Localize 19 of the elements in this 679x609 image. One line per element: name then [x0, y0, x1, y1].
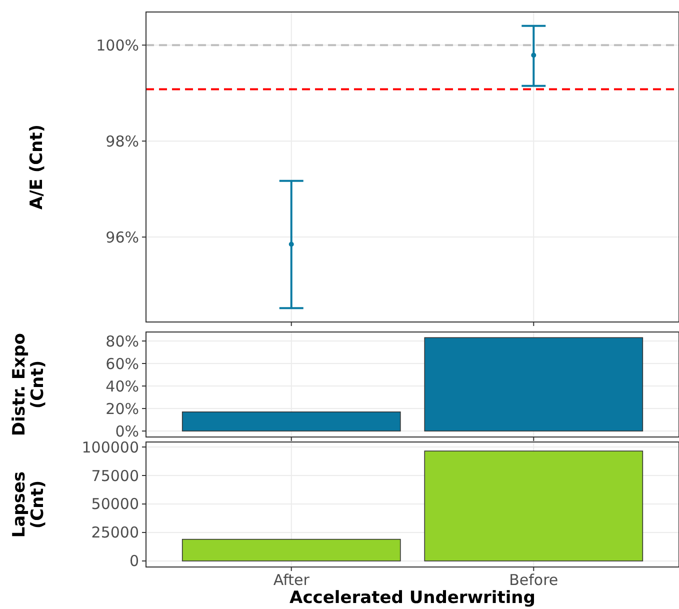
y-tick-label: 100% [96, 36, 139, 54]
y-axis-title: Distr. Expo (Cnt) [9, 333, 48, 436]
y-tick-label: 98% [106, 132, 139, 150]
y-tick-label: 96% [106, 228, 139, 246]
y-tick-label: 75000 [91, 466, 139, 485]
y-tick-label: 25000 [91, 524, 139, 542]
x-tick-label: Before [509, 571, 558, 589]
y-tick-label: 50000 [91, 495, 139, 514]
y-axis-title: A/E (Cnt) [26, 124, 47, 210]
y-tick-label: 40% [106, 377, 139, 396]
y-tick-label: 20% [106, 400, 139, 418]
y-tick-label: 60% [106, 354, 139, 373]
y-tick-label: 100000 [82, 438, 139, 456]
x-tick-label: After [273, 571, 310, 589]
y-tick-label: 80% [106, 332, 139, 350]
x-axis-title: Accelerated Underwriting [290, 588, 536, 608]
y-tick-label: 0% [115, 422, 139, 440]
y-tick-label: 0 [129, 552, 139, 570]
y-axis-title: Lapses (Cnt) [9, 471, 48, 538]
